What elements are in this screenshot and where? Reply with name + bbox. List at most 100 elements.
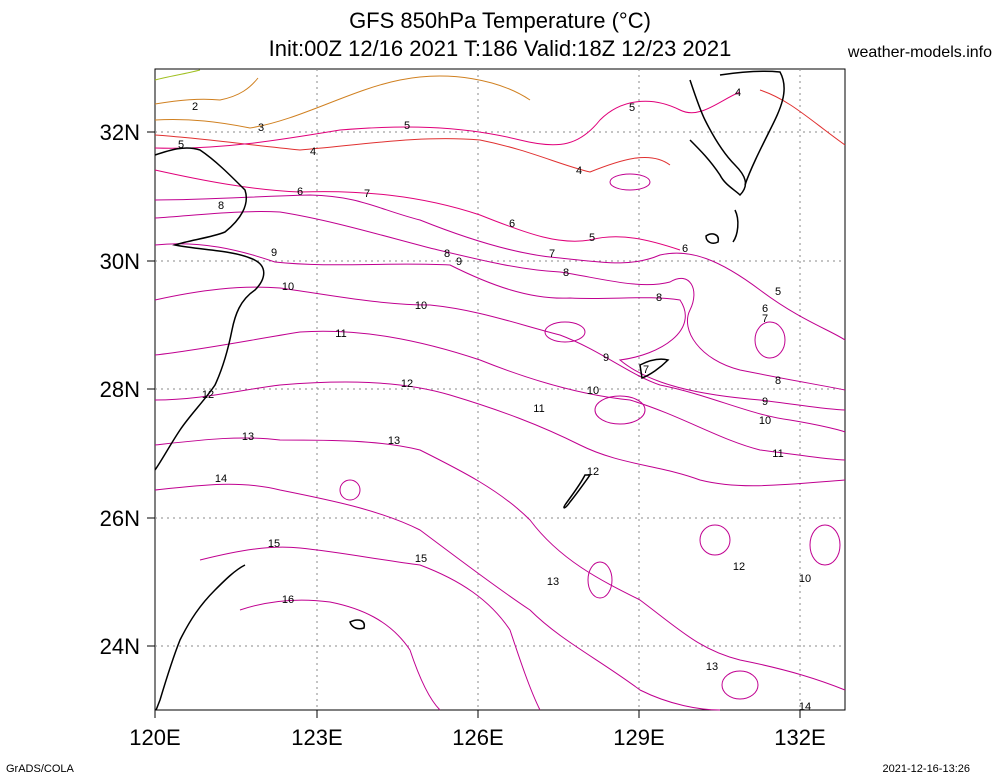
- contour-label: 16: [282, 594, 294, 606]
- contour-label: 8: [444, 248, 450, 260]
- contour-label: 11: [335, 328, 346, 340]
- contour-label: 9: [762, 396, 768, 408]
- y-tick-label: 28N: [100, 377, 140, 402]
- contour-12: [154, 381, 846, 487]
- site-credit: weather-models.info: [847, 44, 992, 61]
- contour-label: 12: [401, 378, 413, 390]
- contour-label: 9: [456, 256, 462, 268]
- coast-island: [719, 70, 785, 186]
- coast-taiwan: [155, 564, 246, 711]
- contour-label: 11: [533, 403, 544, 415]
- coast-china: [154, 147, 265, 471]
- contour-loop: [754, 321, 786, 359]
- contour-loop: [339, 479, 361, 501]
- contour-label: 2: [192, 101, 198, 113]
- x-tick-label: 132E: [774, 725, 825, 750]
- timestamp: 2021-12-16-13:26: [882, 763, 970, 775]
- contour-label: 7: [549, 248, 555, 260]
- contour-label: 13: [547, 576, 559, 588]
- contour-2b: [154, 77, 259, 105]
- contour-3: [154, 75, 531, 129]
- contour-label: 13: [706, 661, 718, 673]
- contour-label: 11: [772, 448, 783, 460]
- contour-label: 5: [404, 120, 410, 132]
- coastlines: [154, 70, 785, 711]
- contour-label: 9: [271, 247, 277, 259]
- contour-label: 10: [759, 415, 771, 427]
- contour-label: 8: [218, 200, 224, 212]
- map-title-line1: GFS 850hPa Temperature (°C): [349, 8, 651, 33]
- contour-label: 15: [268, 538, 280, 550]
- contour-label: 5: [178, 139, 184, 151]
- map-title-line2: Init:00Z 12/16 2021 T:186 Valid:18Z 12/2…: [268, 36, 732, 61]
- contour-loop: [594, 395, 646, 425]
- contour-15: [199, 546, 541, 711]
- contour-5: [154, 91, 741, 149]
- software-credit: GrADS/COLA: [6, 763, 74, 775]
- contour-label: 8: [563, 267, 569, 279]
- contour-8: [154, 211, 846, 391]
- contour-10: [154, 286, 846, 433]
- contour-label: 14: [799, 701, 811, 713]
- contour-label: 8: [775, 375, 781, 387]
- contour-loop: [544, 321, 586, 343]
- grid-lines: [155, 69, 845, 710]
- contour-label: 13: [242, 431, 254, 443]
- contour-label: 5: [629, 102, 635, 114]
- temperature-contours: [154, 69, 846, 711]
- contour-6: [154, 169, 681, 251]
- y-tick-label: 30N: [100, 249, 140, 274]
- coast-amami: [639, 358, 670, 380]
- contour-7: [154, 194, 846, 341]
- contour-label: 5: [589, 232, 595, 244]
- contour-label: 14: [215, 473, 227, 485]
- contour-label: 13: [388, 435, 400, 447]
- contour-label: 6: [509, 218, 515, 230]
- contour-label: 12: [733, 561, 745, 573]
- contour-label: 5: [775, 286, 781, 298]
- y-tick-label: 26N: [100, 506, 140, 531]
- y-tick-label: 24N: [100, 634, 140, 659]
- contour-4-east: [759, 89, 846, 146]
- coast-tanegashima: [732, 209, 739, 243]
- contour-label: 8: [656, 292, 662, 304]
- contour-label: 15: [415, 553, 427, 565]
- coast-ishigaki: [349, 619, 366, 630]
- contour-loop: [609, 173, 651, 191]
- contour-loop: [699, 524, 731, 556]
- contour-label: 4: [576, 165, 582, 177]
- contour-label: 12: [587, 466, 599, 478]
- contour-16: [239, 599, 441, 711]
- contour-label: 10: [587, 385, 599, 397]
- contour-label: 7: [762, 313, 768, 325]
- coast-okinawa: [563, 474, 592, 509]
- x-tick-label: 120E: [129, 725, 180, 750]
- tick-marks: [147, 131, 801, 718]
- contour-label: 10: [282, 281, 294, 293]
- contour-label: 3: [258, 122, 264, 134]
- contour-loop: [721, 670, 759, 700]
- contour-label: 6: [682, 243, 688, 255]
- contour-label: 9: [603, 352, 609, 364]
- contour-label: 7: [364, 188, 370, 200]
- contour-loop: [587, 561, 613, 599]
- x-tick-label: 123E: [291, 725, 342, 750]
- contour-14: [154, 483, 721, 711]
- contour-label: 12: [202, 389, 214, 401]
- contour-label: 6: [762, 303, 768, 315]
- x-tick-label: 129E: [613, 725, 664, 750]
- contour-label: 4: [310, 146, 316, 158]
- contour-9: [154, 243, 846, 411]
- contour-label: 4: [735, 87, 741, 99]
- contour-label: 10: [415, 300, 427, 312]
- contour-label: 6: [297, 186, 303, 198]
- x-tick-label: 126E: [452, 725, 503, 750]
- coast-yakushima: [705, 233, 720, 244]
- contour-11: [154, 330, 846, 461]
- coast-kyushu: [689, 79, 747, 197]
- contour-label: 10: [799, 573, 811, 585]
- contour-label: 7: [643, 364, 649, 376]
- contour-loop: [809, 524, 841, 566]
- contour-13: [154, 437, 846, 691]
